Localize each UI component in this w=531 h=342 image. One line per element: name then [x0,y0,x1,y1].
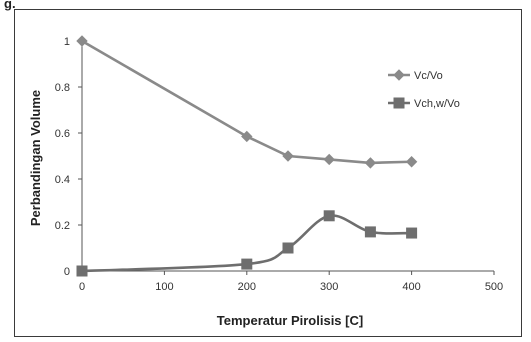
data-point [76,265,88,277]
figure-label: g. [4,0,16,11]
y-tick-label: 0.6 [55,128,70,140]
data-point [364,157,377,169]
y-tick-label: 0.8 [55,82,70,94]
data-point [282,150,294,162]
x-tick-label: 200 [238,281,256,293]
x-tick-label: 300 [320,281,338,293]
y-axis-title: Perbandingan Volume [28,90,43,226]
series-1 [76,35,418,169]
legend-marker [393,97,405,109]
x-tick-label: 500 [485,281,503,293]
tick-labels: 0 100 200 300 400 500 0 0.2 0.4 0.6 0.8 1 [55,36,503,293]
y-tick-label: 0.4 [55,174,70,186]
y-tick-label: 1 [64,36,70,48]
legend-label: Vch,w/Vo [414,98,460,110]
data-point [406,227,418,239]
data-point [282,242,294,254]
x-tick-label: 100 [155,281,173,293]
legend-label: Vc/Vo [414,70,443,82]
y-tick-label: 0 [64,266,70,278]
data-point [241,130,253,143]
data-point [323,153,335,166]
data-point [76,35,88,47]
y-tick-label: 0.2 [55,220,70,232]
data-point [323,210,335,222]
x-axis-title: Temperatur Pirolisis [C] [217,313,363,328]
x-tick-label: 0 [79,281,85,293]
x-tick-label: 400 [402,281,420,293]
data-point [241,258,253,270]
series-layer [76,35,418,277]
legend-marker [393,69,405,81]
data-point [405,156,418,168]
chart-frame [14,9,522,337]
axes [78,37,495,275]
series-line [81,39,412,165]
legend: Vc/Vo Vch,w/Vo [388,69,460,110]
data-point [364,226,376,238]
series-2 [76,210,418,277]
